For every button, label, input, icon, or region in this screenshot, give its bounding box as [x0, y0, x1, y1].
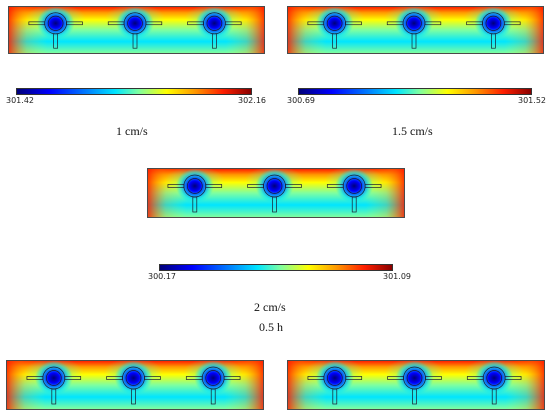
pipe-outline-2	[106, 366, 161, 405]
colorbar-3	[159, 264, 393, 271]
cold-spot-3	[194, 361, 233, 395]
cold-spot-1	[315, 361, 354, 395]
temperature-field-bottom-right-svg	[288, 361, 544, 409]
cold-spot-2	[116, 7, 154, 40]
temperature-field-bottom-left-svg	[7, 361, 263, 409]
pipe-outline-1	[307, 366, 363, 405]
colorbar-3-min-label: 300.17	[148, 272, 176, 281]
pipe-outline-3	[185, 366, 241, 405]
cold-spot-2	[255, 169, 294, 203]
cold-spot-1	[315, 7, 354, 40]
pipe-outline-2	[107, 12, 163, 49]
colorbar-2-max-label: 301.52	[518, 96, 546, 105]
colorbar-1	[16, 88, 252, 95]
colorbar-2-min-label: 300.69	[287, 96, 315, 105]
temperature-field-1cms-svg	[9, 7, 264, 53]
caption-2cms: 2 cm/s	[254, 300, 286, 314]
cold-spot-1	[36, 7, 75, 40]
temperature-field-2cms-svg	[148, 169, 404, 217]
caption-1p5cms: 1.5 cm/s	[392, 124, 433, 138]
field-layer	[9, 7, 264, 53]
cold-spot-1	[34, 361, 73, 395]
pipe-outline-3	[326, 174, 382, 213]
caption-1cms: 1 cm/s	[116, 124, 148, 138]
temperature-field-bottom-right	[287, 360, 545, 410]
temperature-field-bottom-left	[6, 360, 264, 410]
cold-spot-3	[335, 169, 374, 203]
cold-spot-3	[474, 7, 513, 40]
colorbar-1-min-label: 301.42	[6, 96, 34, 105]
pipe-outline-2	[247, 174, 302, 213]
temperature-field-1p5cms	[287, 6, 544, 54]
field-layer	[288, 7, 543, 53]
cold-spot-1	[175, 169, 214, 203]
pipe-outline-1	[167, 174, 223, 213]
cold-spot-3	[195, 7, 234, 40]
colorbar-2	[298, 88, 532, 95]
cold-spot-2	[114, 361, 153, 395]
colorbar-3-max-label: 301.09	[383, 272, 411, 281]
pipe-outline-3	[466, 366, 522, 405]
pipe-outline-1	[28, 12, 83, 49]
field-layer	[148, 169, 404, 217]
pipe-outline-3	[466, 12, 521, 49]
pipe-outline-2	[387, 366, 442, 405]
pipe-outline-3	[187, 12, 242, 49]
pipe-outline-1	[26, 366, 82, 405]
field-layer	[288, 361, 544, 409]
temperature-field-1p5cms-svg	[288, 7, 543, 53]
caption-time: 0.5 h	[259, 320, 283, 334]
field-layer	[7, 361, 263, 409]
temperature-field-1cms	[8, 6, 265, 54]
cold-spot-2	[395, 361, 434, 395]
temperature-field-2cms	[147, 168, 405, 218]
pipe-outline-2	[386, 12, 442, 49]
colorbar-1-max-label: 302.16	[238, 96, 266, 105]
pipe-outline-1	[307, 12, 362, 49]
cold-spot-3	[475, 361, 514, 395]
cold-spot-2	[395, 7, 433, 40]
